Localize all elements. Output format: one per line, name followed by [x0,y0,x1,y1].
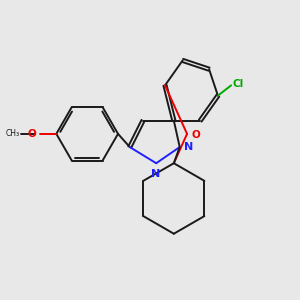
Text: N: N [151,169,160,179]
Text: CH₃: CH₃ [5,129,20,138]
Text: N: N [184,142,193,152]
Text: Cl: Cl [232,80,244,89]
Text: O: O [28,129,36,139]
Text: O: O [191,130,200,140]
